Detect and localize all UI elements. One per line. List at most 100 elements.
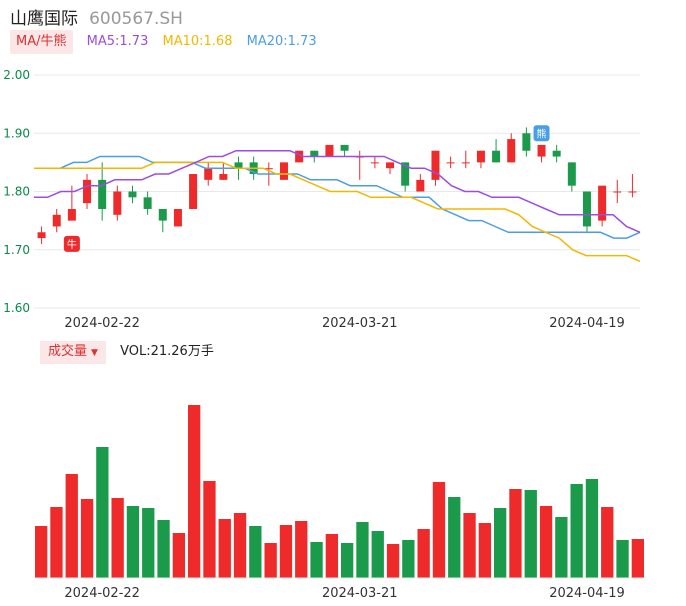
- volume-bar: [478, 523, 491, 578]
- volume-bar: [325, 534, 338, 578]
- volume-bar: [203, 481, 216, 578]
- candle-body: [537, 144, 546, 157]
- volume-bar: [402, 540, 415, 578]
- candle-body: [340, 144, 349, 151]
- candle-body: [370, 162, 379, 164]
- candle-body: [67, 208, 76, 221]
- volume-bar: [448, 497, 461, 578]
- bull-marker-bg: [63, 235, 80, 252]
- volume-indicator-tab[interactable]: 成交量 ▼: [40, 341, 106, 364]
- candle-body: [582, 191, 591, 227]
- volume-bar: [356, 522, 369, 578]
- candle-body: [204, 168, 213, 180]
- volume-bar: [126, 506, 140, 578]
- candle-body: [386, 162, 395, 169]
- y-tick-label: 1.70: [3, 243, 30, 257]
- volume-bar: [555, 517, 568, 578]
- candle-body: [295, 150, 304, 163]
- candle-body: [507, 139, 516, 163]
- candle-body: [37, 232, 46, 239]
- x-tick-label: 2024-02-22: [64, 586, 140, 601]
- candle-body: [476, 150, 485, 163]
- volume-bar: [539, 506, 553, 578]
- candle-body: [143, 197, 152, 209]
- bear-marker: 熊: [537, 127, 547, 140]
- y-tick-label: 1.80: [3, 185, 30, 199]
- candle-body: [158, 208, 167, 221]
- x-tick-label: 2024-03-21: [322, 586, 398, 601]
- candle-body: [128, 191, 137, 198]
- volume-bar: [279, 525, 293, 578]
- candle-body: [416, 179, 425, 192]
- ma20-legend: MA20:1.73: [246, 34, 317, 49]
- candle-body: [279, 162, 288, 180]
- ma5-line: [34, 149, 641, 233]
- candle-body: [52, 214, 61, 227]
- candle-body: [249, 162, 258, 175]
- volume-bar: [188, 405, 201, 578]
- candle-body: [189, 174, 198, 209]
- volume-bar: [371, 531, 384, 578]
- bear-marker-bg: [533, 125, 550, 142]
- candle-body: [325, 144, 334, 157]
- candle-body: [598, 185, 607, 221]
- volume-bar: [631, 539, 644, 578]
- x-tick-label: 2024-03-21: [322, 316, 398, 331]
- volume-bar: [509, 489, 522, 578]
- volume-bar: [111, 498, 124, 578]
- candle-body: [567, 162, 576, 186]
- volume-bar: [65, 474, 78, 578]
- volume-bar: [218, 519, 231, 578]
- volume-bar: [142, 508, 155, 578]
- candle-body: [355, 156, 364, 158]
- volume-bar: [295, 521, 308, 578]
- volume-bar: [570, 484, 583, 578]
- candle-body: [401, 162, 410, 186]
- bull-marker: 牛: [67, 238, 77, 251]
- candle-body: [83, 179, 92, 204]
- candle-body: [310, 150, 319, 157]
- stock-code: 600567.SH: [89, 9, 183, 29]
- volume-bar: [524, 490, 537, 578]
- x-tick-label: 2024-04-19: [549, 586, 625, 601]
- stock-name: 山鹰国际: [10, 9, 78, 29]
- candle-body: [173, 208, 182, 227]
- candle-body: [234, 162, 243, 169]
- volume-bar: [172, 533, 185, 578]
- ma20-line: [34, 155, 641, 239]
- candle-body: [461, 162, 470, 164]
- volume-bar: [157, 520, 170, 578]
- volume-bar: [249, 526, 262, 578]
- candle-body: [613, 191, 622, 193]
- candle-body: [264, 168, 273, 170]
- y-tick-label: 1.60: [3, 301, 30, 315]
- ma-indicator-tab[interactable]: MA/牛熊: [10, 30, 73, 54]
- x-tick-label: 2024-04-19: [549, 316, 625, 331]
- candle-body: [552, 150, 561, 157]
- volume-bar: [233, 513, 247, 578]
- y-tick-label: 2.00: [3, 68, 30, 82]
- volume-bar: [417, 529, 430, 578]
- volume-bar: [264, 543, 277, 578]
- stock-header: 山鹰国际 600567.SH: [10, 4, 183, 29]
- ma10-legend: MA10:1.68: [162, 34, 233, 49]
- volume-bar: [616, 540, 629, 578]
- volume-bar: [310, 542, 323, 578]
- volume-tab-label: 成交量: [48, 344, 88, 359]
- caret-down-icon: ▼: [91, 348, 98, 358]
- ma5-legend: MA5:1.73: [86, 34, 149, 49]
- ma10-line: [34, 161, 641, 263]
- candle-body: [113, 191, 122, 215]
- volume-bar: [96, 447, 109, 578]
- x-tick-label: 2024-02-22: [64, 316, 140, 331]
- candle-body: [98, 179, 107, 209]
- candle-body: [219, 174, 228, 180]
- volume-bar: [80, 499, 94, 578]
- volume-value: VOL:21.26万手: [120, 344, 214, 359]
- volume-bar: [386, 544, 400, 578]
- candle-body: [446, 162, 455, 164]
- volume-bar: [601, 507, 614, 578]
- candle-body: [492, 150, 501, 163]
- volume-legend: 成交量 ▼ VOL:21.26万手: [40, 340, 214, 364]
